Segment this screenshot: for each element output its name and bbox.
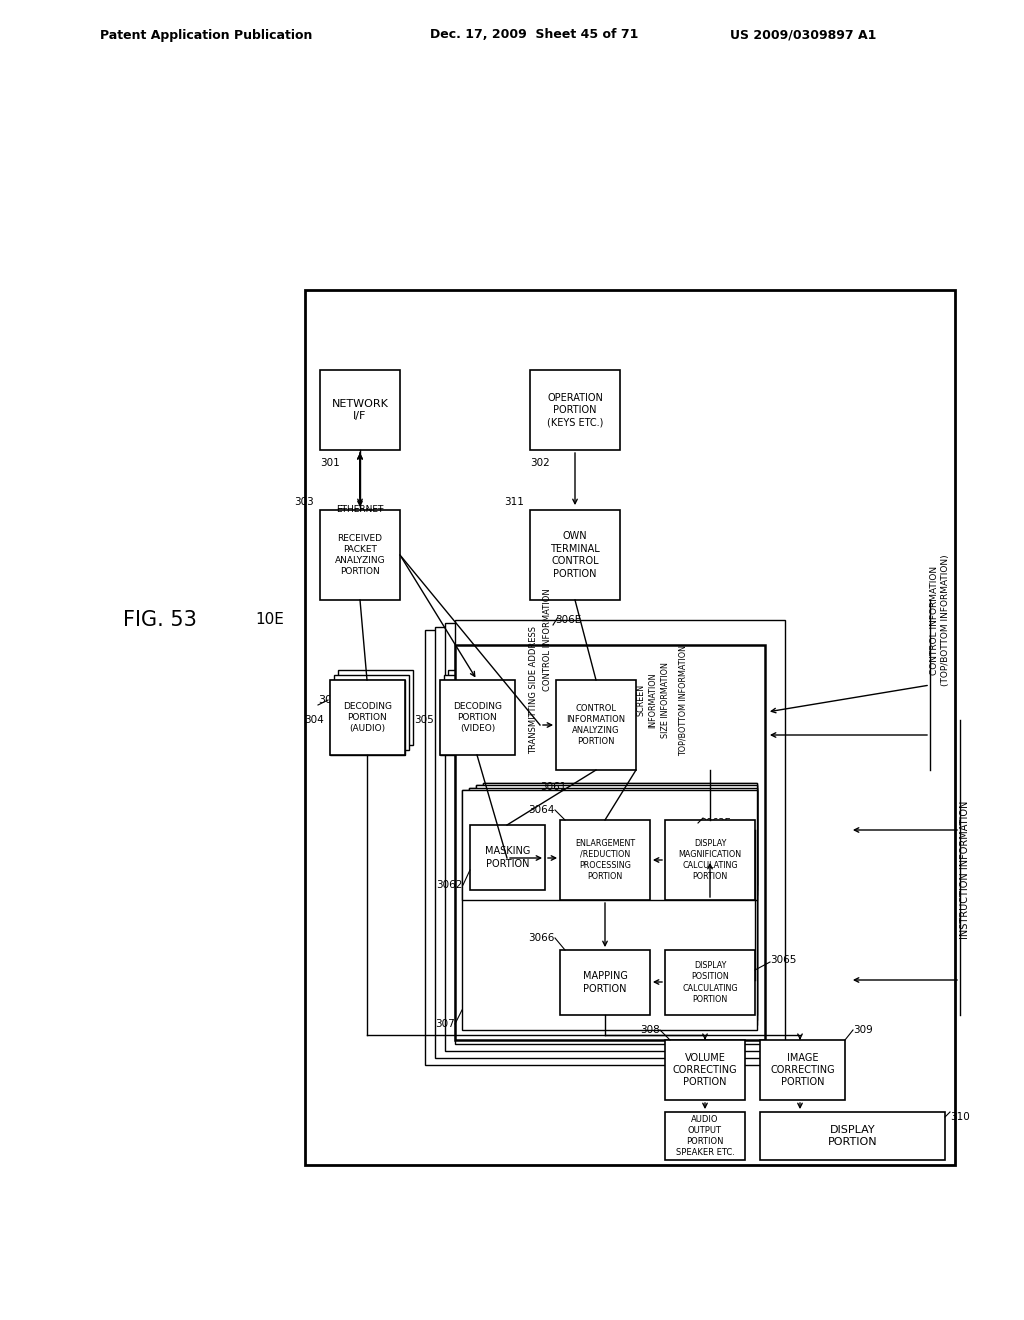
Bar <box>445 623 780 1051</box>
Text: ETHERNET: ETHERNET <box>336 506 384 513</box>
Text: 10E: 10E <box>256 612 285 627</box>
Bar <box>476 785 757 1020</box>
Text: DISPLAY
POSITION
CALCULATING
PORTION: DISPLAY POSITION CALCULATING PORTION <box>682 961 738 1003</box>
Text: OPERATION
PORTION
(KEYS ETC.): OPERATION PORTION (KEYS ETC.) <box>547 392 603 428</box>
Text: Dec. 17, 2009  Sheet 45 of 71: Dec. 17, 2009 Sheet 45 of 71 <box>430 29 638 41</box>
Text: 305: 305 <box>415 715 434 725</box>
Text: 3064: 3064 <box>528 805 555 814</box>
Text: MASKING
PORTION: MASKING PORTION <box>484 846 530 869</box>
Text: 309: 309 <box>853 1026 872 1035</box>
Text: SIZE INFORMATION: SIZE INFORMATION <box>660 663 670 738</box>
Text: 3063E: 3063E <box>700 818 731 828</box>
Text: FIG. 53: FIG. 53 <box>123 610 197 630</box>
Bar <box>462 789 757 900</box>
Text: DECODING
PORTION
(VIDEO): DECODING PORTION (VIDEO) <box>453 702 502 733</box>
Bar <box>455 619 785 1044</box>
Bar <box>483 783 757 884</box>
Bar <box>665 1111 745 1160</box>
Bar <box>319 370 400 450</box>
Text: 308: 308 <box>640 1026 660 1035</box>
Text: 311: 311 <box>504 498 524 507</box>
Text: 30E: 30E <box>318 696 339 705</box>
Bar <box>425 630 770 1065</box>
Bar <box>440 680 515 755</box>
Text: Patent Application Publication: Patent Application Publication <box>100 29 312 41</box>
Bar <box>470 825 545 890</box>
Text: 306E: 306E <box>555 615 582 624</box>
Bar <box>444 675 519 750</box>
Text: 301: 301 <box>319 458 340 469</box>
Bar <box>334 675 409 750</box>
Text: 3062: 3062 <box>436 880 463 890</box>
Text: NETWORK
I/F: NETWORK I/F <box>332 399 388 421</box>
Bar <box>319 510 400 601</box>
Text: ENLARGEMENT
/REDUCTION
PROCESSING
PORTION: ENLARGEMENT /REDUCTION PROCESSING PORTIO… <box>574 838 635 882</box>
Bar <box>665 950 755 1015</box>
Text: TOP/BOTTOM INFORMATION: TOP/BOTTOM INFORMATION <box>679 644 687 755</box>
Bar <box>665 1040 745 1100</box>
Text: DECODING
PORTION
(AUDIO): DECODING PORTION (AUDIO) <box>343 702 392 733</box>
Bar <box>330 680 406 755</box>
Text: OWN
TERMINAL
CONTROL
PORTION: OWN TERMINAL CONTROL PORTION <box>550 532 600 578</box>
Bar <box>560 820 650 900</box>
Text: 3065: 3065 <box>770 954 797 965</box>
Bar <box>440 680 515 755</box>
Text: CONTROL INFORMATION: CONTROL INFORMATION <box>543 589 552 692</box>
Text: VOLUME
CORRECTING
PORTION: VOLUME CORRECTING PORTION <box>673 1052 737 1088</box>
Text: 3066: 3066 <box>528 933 555 942</box>
Text: CONTROL INFORMATION
(TOP/BOTTOM INFORMATION): CONTROL INFORMATION (TOP/BOTTOM INFORMAT… <box>930 554 950 686</box>
Bar <box>530 510 620 601</box>
Text: MAPPING
PORTION: MAPPING PORTION <box>583 972 628 994</box>
Bar <box>530 370 620 450</box>
Bar <box>455 645 765 1040</box>
Text: 304: 304 <box>304 715 324 725</box>
Text: SCREEN
INFORMATION: SCREEN INFORMATION <box>637 672 657 727</box>
Text: INSTRUCTION INFORMATION: INSTRUCTION INFORMATION <box>961 801 970 940</box>
Text: RECEIVED
PACKET
ANALYZING
PORTION: RECEIVED PACKET ANALYZING PORTION <box>335 533 385 576</box>
Text: DISPLAY
PORTION: DISPLAY PORTION <box>827 1125 878 1147</box>
Text: 303: 303 <box>294 498 314 507</box>
Bar <box>338 671 413 744</box>
Bar <box>560 950 650 1015</box>
Bar <box>469 788 757 1026</box>
Bar <box>760 1040 845 1100</box>
Text: 302: 302 <box>530 458 550 469</box>
Text: 310: 310 <box>950 1111 970 1122</box>
Bar <box>330 680 406 755</box>
Bar <box>556 680 636 770</box>
Bar <box>435 627 775 1059</box>
Bar <box>760 1111 945 1160</box>
Bar <box>469 788 757 895</box>
Bar <box>665 820 755 900</box>
Text: ETHERNET: ETHERNET <box>336 508 384 517</box>
Text: 3061: 3061 <box>540 781 566 792</box>
Text: CONTROL
INFORMATION
ANALYZING
PORTION: CONTROL INFORMATION ANALYZING PORTION <box>566 704 626 746</box>
Text: DISPLAY
MAGNIFICATION
CALCULATING
PORTION: DISPLAY MAGNIFICATION CALCULATING PORTIO… <box>679 838 741 882</box>
Text: US 2009/0309897 A1: US 2009/0309897 A1 <box>730 29 877 41</box>
Text: IMAGE
CORRECTING
PORTION: IMAGE CORRECTING PORTION <box>770 1052 835 1088</box>
Bar <box>449 671 523 744</box>
Bar <box>483 783 757 1015</box>
Text: TRANSMITTING SIDE ADDRESS: TRANSMITTING SIDE ADDRESS <box>529 626 539 754</box>
Text: 307: 307 <box>435 1019 455 1030</box>
Bar <box>476 785 757 890</box>
Bar <box>462 789 757 1030</box>
Bar <box>305 290 955 1166</box>
Text: AUDIO
OUTPUT
PORTION
SPEAKER ETC.: AUDIO OUTPUT PORTION SPEAKER ETC. <box>676 1115 734 1158</box>
